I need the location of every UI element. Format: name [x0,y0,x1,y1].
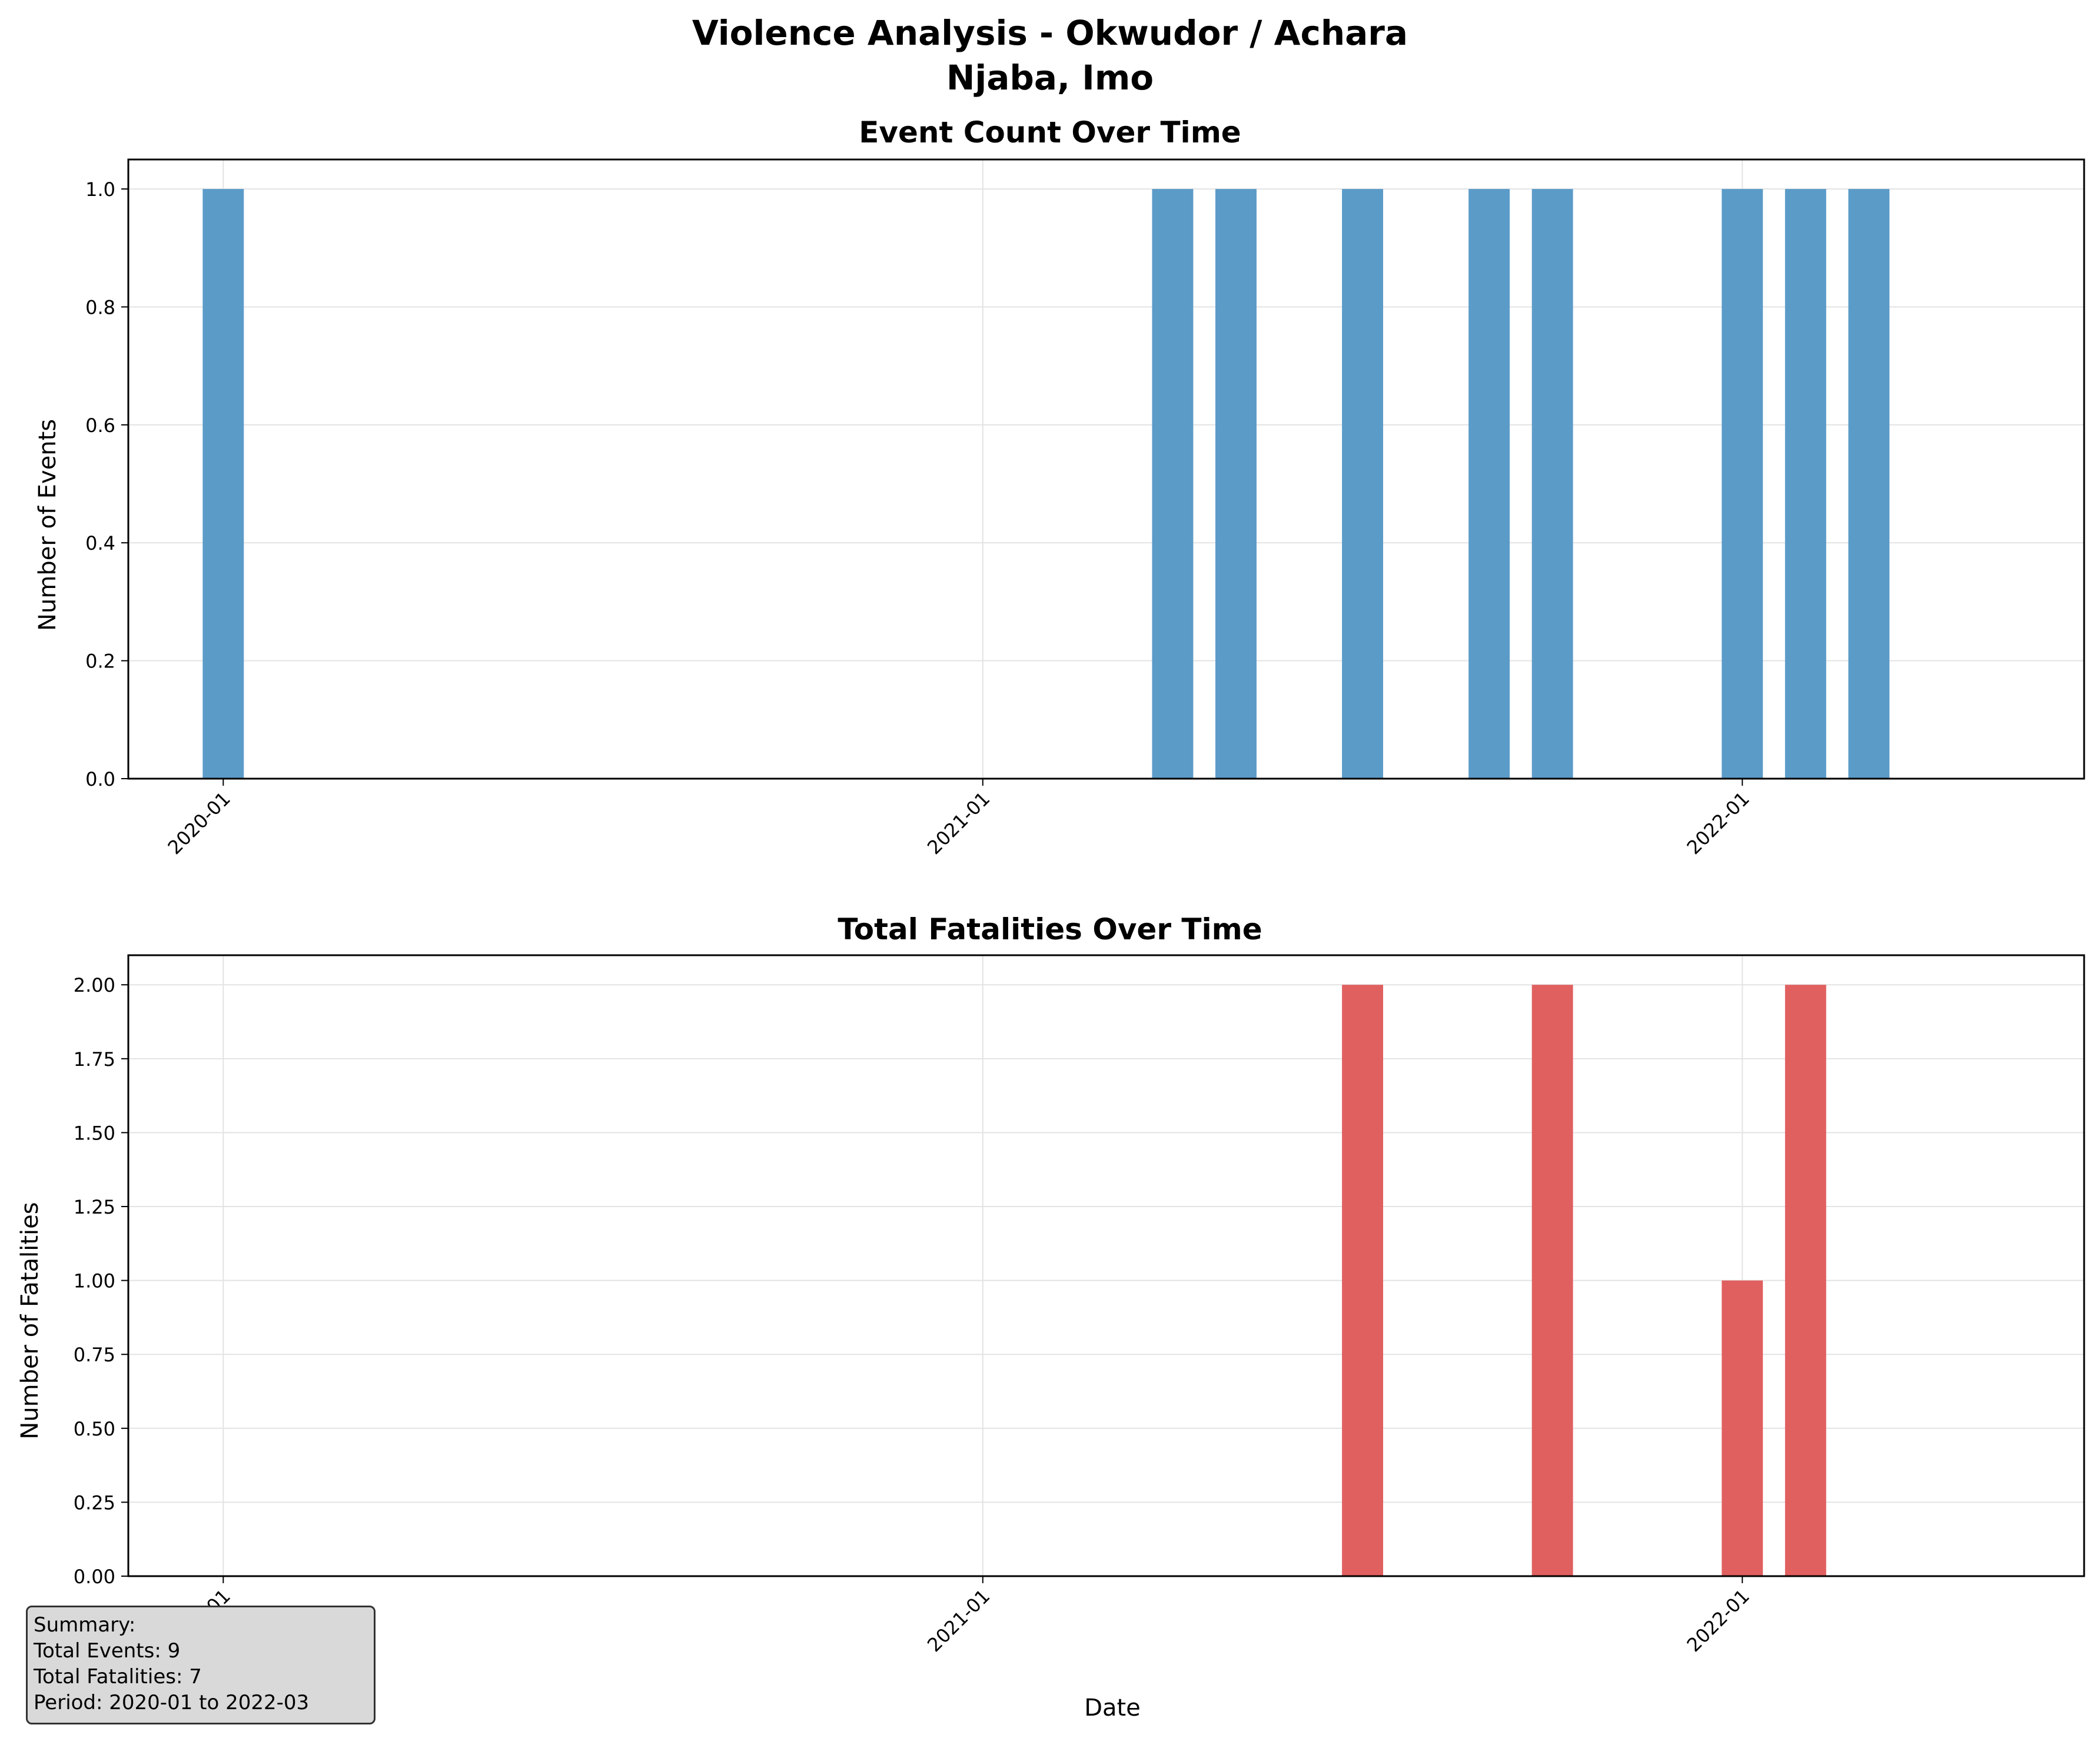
x-tick-label: 2021-01 [923,1585,994,1656]
y-tick-label: 0.0 [85,768,115,790]
bar-2022-03 [1848,189,1890,779]
summary-heading: Summary: [34,1613,136,1637]
plot-frame [127,158,2085,780]
y-axis-label: Number of Fatalities [16,1202,44,1439]
chart-title: Event Count Over Time [859,115,1241,149]
y-tick-label: 0.4 [85,532,115,554]
y-tick-label: 0.2 [85,650,115,673]
bar-2021-09 [1468,189,1510,779]
y-tick-label: 0.50 [74,1418,115,1440]
bar-2021-07 [1342,985,1383,1576]
event-count-chart: Event Count Over Time Number of Events 0… [34,115,2085,859]
bar-2021-07 [1342,189,1383,779]
y-tick-label: 1.50 [74,1122,115,1144]
figure-title-line1: Violence Analysis - Okwudor / Achara [692,13,1408,53]
x-tick-label: 2022-01 [1683,1585,1754,1656]
y-tick-label: 1.0 [85,178,115,201]
x-tick-label: 2020-01 [164,787,235,859]
chart-title: Total Fatalities Over Time [838,912,1262,946]
bar-2022-01 [1722,189,1763,779]
y-tick-label: 0.6 [85,414,115,437]
y-tick-label: 0.25 [74,1491,115,1514]
summary-period: Period: 2020-01 to 2022-03 [34,1691,310,1714]
bar-2021-10 [1531,189,1573,779]
y-tick-label: 0.00 [74,1566,115,1588]
y-tick-label: 2.00 [74,974,115,996]
bar-2022-01 [1722,1280,1763,1576]
summary-total-events: Total Events: 9 [34,1639,181,1663]
y-axis-label: Number of Events [34,419,61,631]
x-tick-label: 2021-01 [923,787,994,859]
plot-frame [127,954,2085,1577]
bar-2022-02 [1785,189,1826,779]
summary-total-fatalities: Total Fatalities: 7 [34,1665,202,1689]
x-tick-label: 2022-01 [1683,787,1754,859]
y-tick-label: 0.8 [85,296,115,318]
y-tick-label: 1.75 [74,1048,115,1071]
y-tick-label: 0.75 [74,1344,115,1366]
bar-2020-01 [202,189,244,779]
fatalities-chart: Total Fatalities Over Time Number of Fat… [16,912,2085,1722]
bar-2021-04 [1152,189,1194,779]
summary-box: Summary: Total Events: 9 Total Fatalitie… [26,1606,376,1724]
bar-2022-02 [1785,985,1826,1576]
bar-2021-05 [1215,189,1257,779]
y-tick-label: 1.00 [74,1270,115,1292]
bar-2021-10 [1531,985,1573,1576]
figure-title-line2: Njaba, Imo [946,58,1154,98]
y-tick-label: 1.25 [74,1196,115,1218]
x-axis-label: Date [1084,1694,1141,1722]
